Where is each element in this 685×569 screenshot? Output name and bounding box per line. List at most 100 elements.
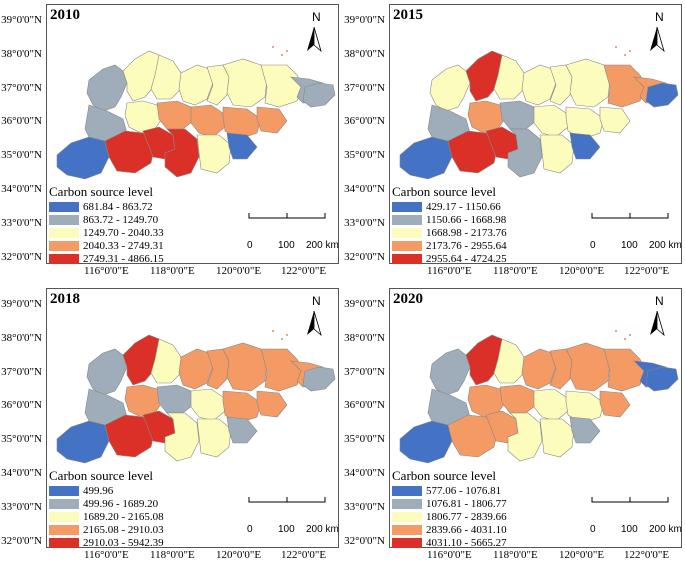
legend-label: 1249.70 - 2040.33: [83, 226, 164, 239]
region-e4: [599, 390, 631, 418]
longitude-label: 122°0'0"E: [624, 265, 670, 277]
longitude-label: 120°0'0"E: [216, 549, 262, 561]
longitude-label: 122°0'0"E: [624, 549, 670, 561]
scale-mid-label: 100: [621, 524, 638, 535]
island-dot: [281, 54, 283, 56]
longitude-label: 116°0'0"E: [84, 549, 129, 561]
latitude-label: 33°0'0"N: [1, 500, 42, 513]
legend-item: 2955.64 - 4724.25: [392, 253, 507, 265]
region-e4: [256, 106, 288, 134]
region-e1: [222, 58, 268, 108]
region-c3: [156, 100, 194, 130]
scale-mid-label: 100: [621, 240, 638, 251]
legend-swatch: [49, 214, 79, 225]
legend-label: 681.84 - 863.72: [83, 200, 153, 213]
legend-item: 681.84 - 863.72: [49, 200, 153, 213]
scale-bar: [591, 497, 669, 503]
legend-item: 2910.03 - 5942.39: [49, 536, 164, 549]
map-panel-2010: 39°0'0"N 38°0'0"N 37°0'0"N 36°0'0"N 35°0'0"N…: [0, 0, 343, 284]
region-tip: [645, 82, 679, 108]
region-c1: [521, 64, 557, 106]
legend-swatch: [392, 498, 422, 509]
island-dot: [624, 54, 626, 56]
region-se: [226, 416, 258, 444]
legend-swatch: [49, 485, 79, 496]
legend-label: 2910.03 - 5942.39: [83, 536, 164, 549]
region-c3: [499, 100, 537, 130]
legend-label: 2749.31 - 4866.15: [83, 252, 164, 265]
legend-title: Carbon source level: [49, 184, 153, 199]
scale-end-label: 200 km: [306, 240, 339, 251]
legend-swatch: [49, 201, 79, 212]
region-tip: [302, 82, 336, 108]
legend-label: 1806.77 - 2839.66: [426, 510, 507, 523]
latitude-label: 34°0'0"N: [1, 183, 42, 195]
latitude-label: 35°0'0"N: [344, 433, 385, 446]
longitude-label: 120°0'0"E: [559, 549, 605, 561]
legend-item: 499.96 - 1689.20: [49, 498, 158, 510]
region-s1: [447, 130, 499, 174]
north-label: N: [655, 294, 664, 308]
latitude-label: 32°0'0"N: [1, 250, 42, 263]
region-sw: [399, 136, 453, 180]
scale-mid-label: 100: [278, 524, 295, 535]
region-c1: [521, 348, 557, 390]
region-s1: [447, 414, 499, 458]
latitude-label: 39°0'0"N: [1, 298, 42, 310]
legend-swatch: [49, 537, 79, 548]
region-nw: [429, 64, 471, 112]
legend-swatch: [49, 498, 79, 509]
latitude-label: 35°0'0"N: [344, 149, 385, 162]
latitude-label: 38°0'0"N: [344, 331, 385, 344]
latitude-label: 33°0'0"N: [344, 216, 385, 229]
legend-item: 1806.77 - 2839.66: [392, 510, 507, 523]
latitude-label: 38°0'0"N: [1, 47, 42, 60]
legend-item: 2165.08 - 2910.03: [49, 524, 164, 536]
legend-item: 1689.20 - 2165.08: [49, 510, 164, 523]
region-sw: [56, 136, 110, 180]
region-ne1: [150, 338, 182, 384]
latitude-label: 36°0'0"N: [1, 399, 42, 412]
latitude-label: 33°0'0"N: [344, 500, 385, 513]
legend-label: 1689.20 - 2165.08: [83, 510, 164, 523]
legend-swatch: [392, 511, 422, 522]
legend-item: 429.17 - 1150.66: [392, 201, 501, 213]
scale-end-label: 200 km: [306, 524, 339, 535]
legend-item: 1249.70 - 2040.33: [49, 226, 164, 239]
legend-swatch: [392, 485, 422, 496]
longitude-label: 118°0'0"E: [493, 549, 538, 561]
region-e2: [603, 348, 647, 392]
legend-swatch: [49, 511, 79, 522]
region-e4: [256, 390, 288, 418]
legend-item: 1076.81 - 1806.77: [392, 497, 507, 510]
north-arrow-icon: [650, 26, 665, 53]
legend-swatch: [392, 214, 422, 225]
latitude-label: 38°0'0"N: [344, 47, 385, 60]
legend-label: 2173.76 - 2955.64: [426, 239, 507, 252]
region-e1: [222, 342, 268, 392]
map-panel-2015: 39°0'0"N 38°0'0"N 37°0'0"N 36°0'0"N 35°0'0"N…: [343, 0, 685, 284]
north-label: N: [655, 10, 664, 24]
north-arrow-icon: [650, 310, 665, 337]
longitude-label: 118°0'0"E: [150, 265, 195, 277]
legend-label: 1076.81 - 1806.77: [426, 497, 507, 510]
region-s4: [196, 134, 232, 174]
region-s3: [164, 128, 200, 178]
longitude-label: 122°0'0"E: [281, 549, 327, 561]
region-s4: [539, 418, 575, 458]
map-panel-2020: 39°0'0"N 38°0'0"N 37°0'0"N 36°0'0"N 35°0'0"N…: [343, 284, 685, 568]
legend-item: 2173.76 - 2955.64: [392, 239, 507, 252]
latitude-label: 34°0'0"N: [344, 183, 385, 195]
latitude-label: 34°0'0"N: [1, 467, 42, 479]
legend-item: 2040.33 - 2749.31: [49, 240, 164, 252]
legend-label: 499.96: [83, 484, 114, 497]
legend-title: Carbon source level: [392, 468, 496, 483]
island-dot: [615, 46, 617, 48]
legend-item: 1150.66 - 1668.98: [392, 214, 506, 226]
latitude-label: 37°0'0"N: [344, 81, 385, 94]
legend-swatch: [49, 524, 79, 535]
panel-year-title: 2010: [50, 7, 80, 23]
region-e1: [565, 342, 611, 392]
region-c1: [178, 348, 214, 390]
scale-mid-label: 100: [278, 240, 295, 251]
